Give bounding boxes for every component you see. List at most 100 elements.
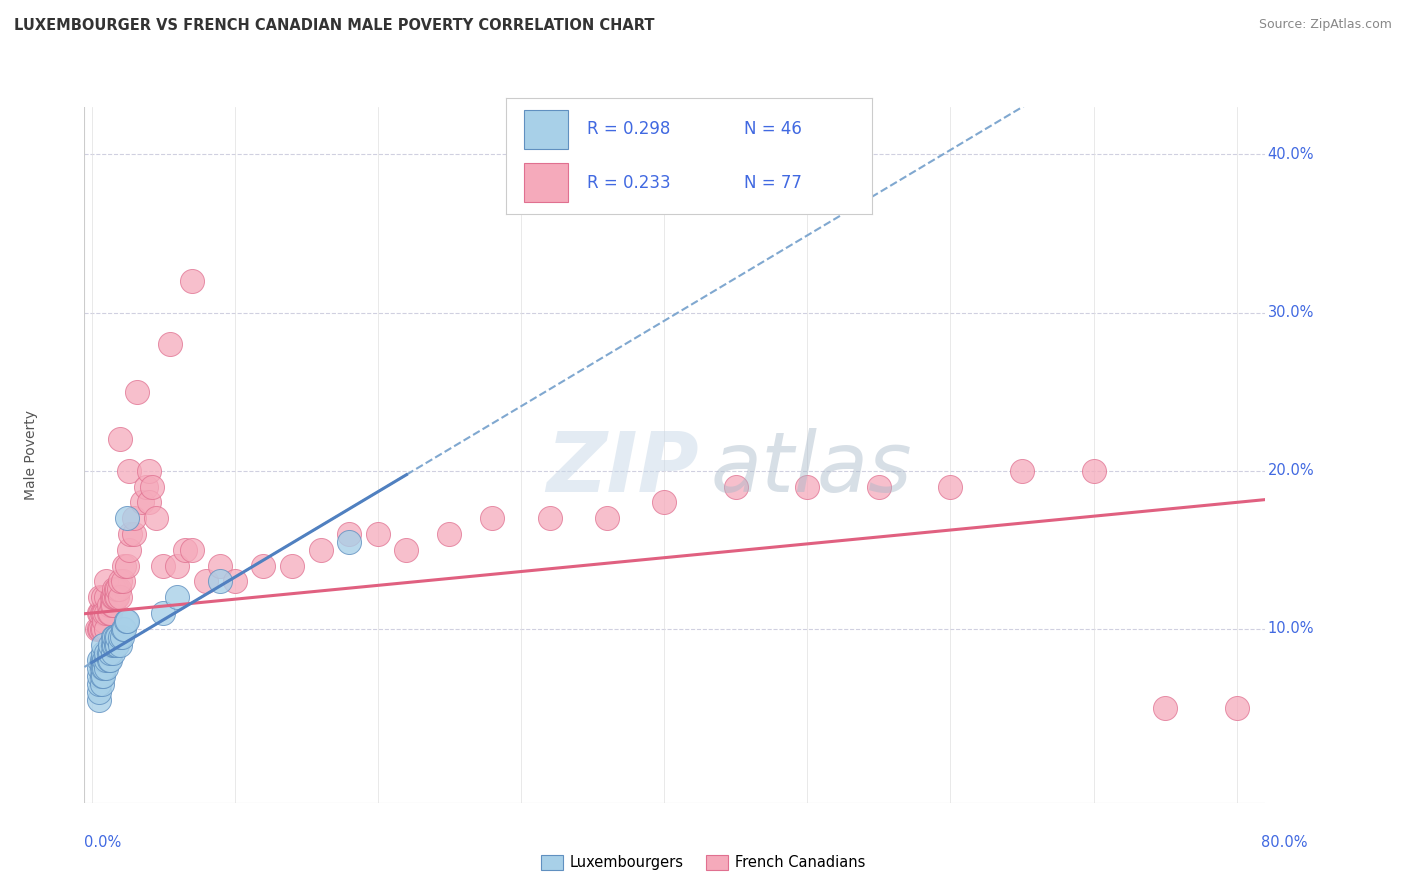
Point [101,591,124,605]
Point [98,606,121,620]
Text: 0.0%: 0.0% [84,836,121,850]
Text: N = 77: N = 77 [744,174,801,192]
Point [89,591,111,605]
Point [87,606,110,620]
FancyBboxPatch shape [524,110,568,149]
Point [91,646,114,660]
Point [91,653,114,667]
Text: 10.0%: 10.0% [1268,622,1315,636]
Point [104,582,127,597]
Point [337,534,360,549]
Point [117,511,139,525]
Point [93,661,115,675]
Point [101,630,124,644]
Legend: Luxembourgers, French Canadians: Luxembourgers, French Canadians [534,848,872,876]
Text: 40.0%: 40.0% [1268,147,1315,162]
Point [97,606,120,620]
Point [91,606,114,620]
Point [100,598,122,612]
Point [1011,464,1033,478]
Point [114,622,136,636]
Point [94,574,117,589]
Point [1083,464,1105,478]
Point [91,661,114,675]
Point [796,479,818,493]
Point [90,661,112,675]
Point [104,630,127,644]
Point [1226,701,1249,715]
Point [94,606,117,620]
Text: R = 0.298: R = 0.298 [586,120,669,138]
Point [86,622,108,636]
Point [439,527,461,541]
Point [87,685,110,699]
Point [209,574,232,589]
Point [93,606,115,620]
Point [118,464,141,478]
Text: 20.0%: 20.0% [1268,463,1315,478]
Point [281,558,304,573]
Point [939,479,962,493]
Point [114,558,136,573]
Point [138,495,160,509]
Point [90,677,112,691]
Point [152,558,174,573]
Point [138,464,160,478]
Point [87,669,110,683]
Point [145,511,167,525]
Point [94,653,117,667]
Text: 30.0%: 30.0% [1268,305,1315,320]
Point [868,479,890,493]
Point [94,622,117,636]
Point [115,614,138,628]
Point [117,558,139,573]
Point [481,511,503,525]
Text: ZIP: ZIP [546,428,699,509]
Point [110,630,132,644]
Point [94,591,117,605]
Point [103,630,125,644]
Point [105,582,128,597]
Point [108,574,131,589]
Point [87,677,110,691]
Point [209,558,232,573]
Point [90,606,112,620]
Point [97,598,120,612]
Text: Male Poverty: Male Poverty [24,410,38,500]
Point [596,511,619,525]
Point [724,479,747,493]
Point [91,669,114,683]
Point [180,542,202,557]
Point [166,591,188,605]
Point [195,574,218,589]
Point [91,622,114,636]
Point [141,479,163,493]
Point [90,622,112,636]
Point [98,646,121,660]
Point [100,591,122,605]
Point [107,582,129,597]
Point [135,479,157,493]
Point [166,558,188,573]
Point [224,574,246,589]
Point [94,646,117,660]
Point [127,384,149,399]
Point [124,527,146,541]
Point [103,582,125,597]
Point [101,638,124,652]
Point [87,653,110,667]
Point [91,638,114,652]
Point [309,542,332,557]
Point [104,591,127,605]
Point [538,511,561,525]
Point [367,527,389,541]
Point [105,591,128,605]
Point [173,542,195,557]
Point [120,527,142,541]
Point [111,622,134,636]
Point [89,622,111,636]
Point [105,638,128,652]
Point [93,653,115,667]
Point [104,638,127,652]
Point [98,653,121,667]
